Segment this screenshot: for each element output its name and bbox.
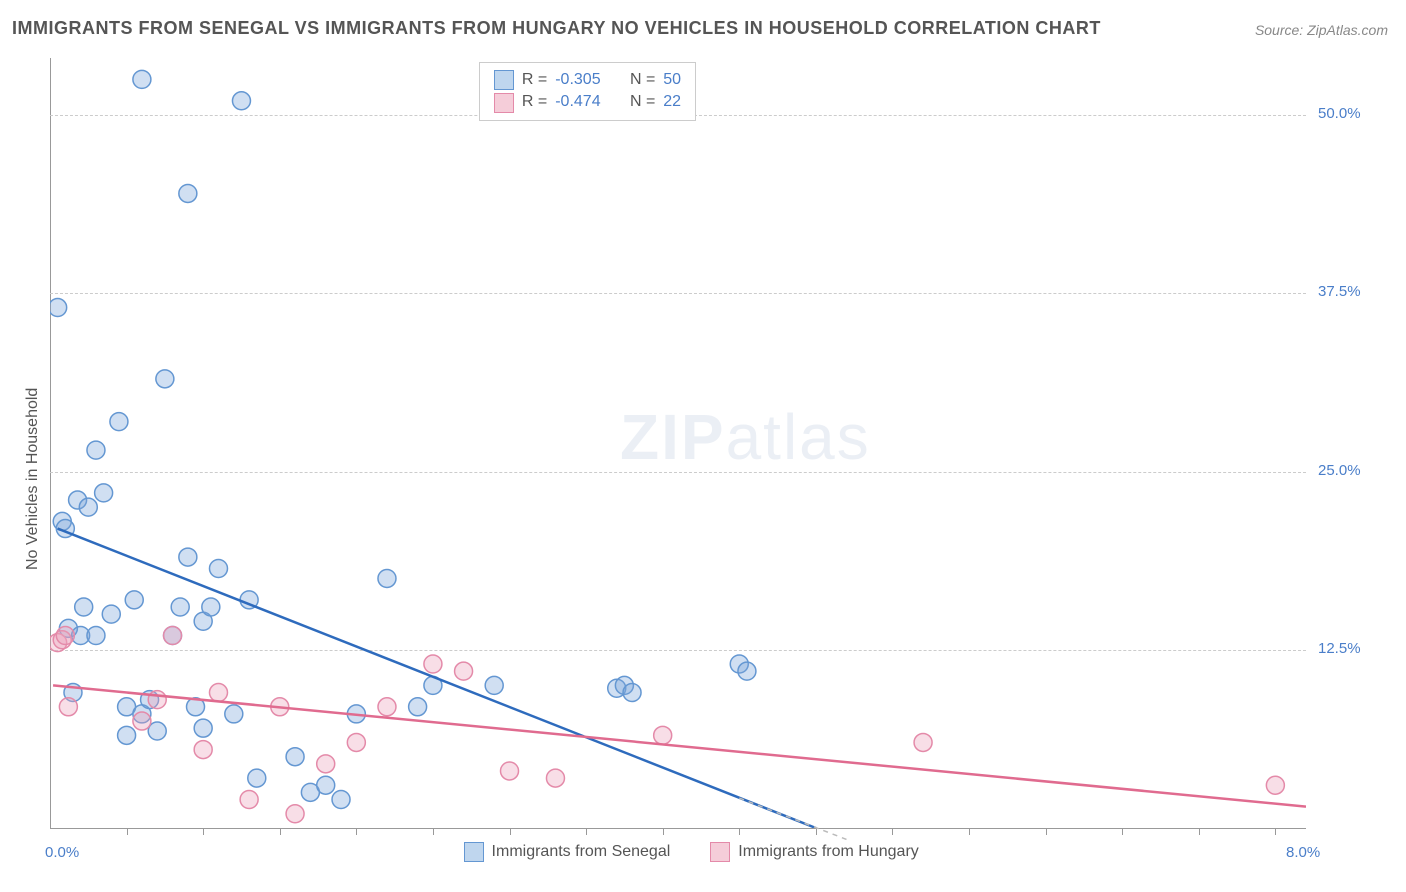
legend-swatch [464, 842, 484, 862]
data-point [232, 92, 250, 110]
data-point [87, 627, 105, 645]
stats-legend: R = -0.305 N = 50R = -0.474 N = 22 [479, 62, 696, 121]
data-point [738, 662, 756, 680]
plot-svg [0, 0, 1406, 892]
data-point [118, 726, 136, 744]
data-point [202, 598, 220, 616]
data-point [95, 484, 113, 502]
data-point [125, 591, 143, 609]
data-point [1266, 776, 1284, 794]
data-point [546, 769, 564, 787]
data-point [49, 299, 67, 317]
data-point [225, 705, 243, 723]
trend-line [53, 685, 1306, 806]
trend-line [58, 529, 816, 828]
data-point [286, 748, 304, 766]
data-point [455, 662, 473, 680]
data-point [623, 684, 641, 702]
data-point [248, 769, 266, 787]
data-point [79, 498, 97, 516]
data-point [409, 698, 427, 716]
data-point [194, 741, 212, 759]
data-point [378, 698, 396, 716]
data-point [133, 712, 151, 730]
data-point [110, 413, 128, 431]
data-point [164, 627, 182, 645]
data-point [133, 70, 151, 88]
data-point [102, 605, 120, 623]
legend-swatch [710, 842, 730, 862]
data-point [179, 548, 197, 566]
data-point [59, 698, 77, 716]
data-point [148, 691, 166, 709]
data-point [75, 598, 93, 616]
series-legend-item: Immigrants from Hungary [710, 842, 919, 862]
series-legend-label: Immigrants from Hungary [738, 843, 919, 861]
data-point [332, 790, 350, 808]
data-point [378, 569, 396, 587]
data-point [156, 370, 174, 388]
data-point [485, 676, 503, 694]
data-point [179, 184, 197, 202]
data-point [56, 627, 74, 645]
data-point [209, 684, 227, 702]
series-legend-item: Immigrants from Senegal [464, 842, 671, 862]
data-point [171, 598, 189, 616]
data-point [501, 762, 519, 780]
stats-legend-row: R = -0.474 N = 22 [494, 91, 681, 113]
data-point [654, 726, 672, 744]
data-point [194, 719, 212, 737]
data-point [286, 805, 304, 823]
data-point [424, 655, 442, 673]
series-legend-label: Immigrants from Senegal [492, 843, 671, 861]
chart-container: IMMIGRANTS FROM SENEGAL VS IMMIGRANTS FR… [0, 0, 1406, 892]
data-point [240, 790, 258, 808]
legend-swatch [494, 70, 514, 90]
data-point [87, 441, 105, 459]
data-point [317, 776, 335, 794]
data-point [914, 733, 932, 751]
series-legend: Immigrants from Senegal Immigrants from H… [464, 842, 919, 862]
data-point [347, 733, 365, 751]
stats-legend-row: R = -0.305 N = 50 [494, 69, 681, 91]
legend-swatch [494, 93, 514, 113]
data-point [317, 755, 335, 773]
data-point [209, 559, 227, 577]
